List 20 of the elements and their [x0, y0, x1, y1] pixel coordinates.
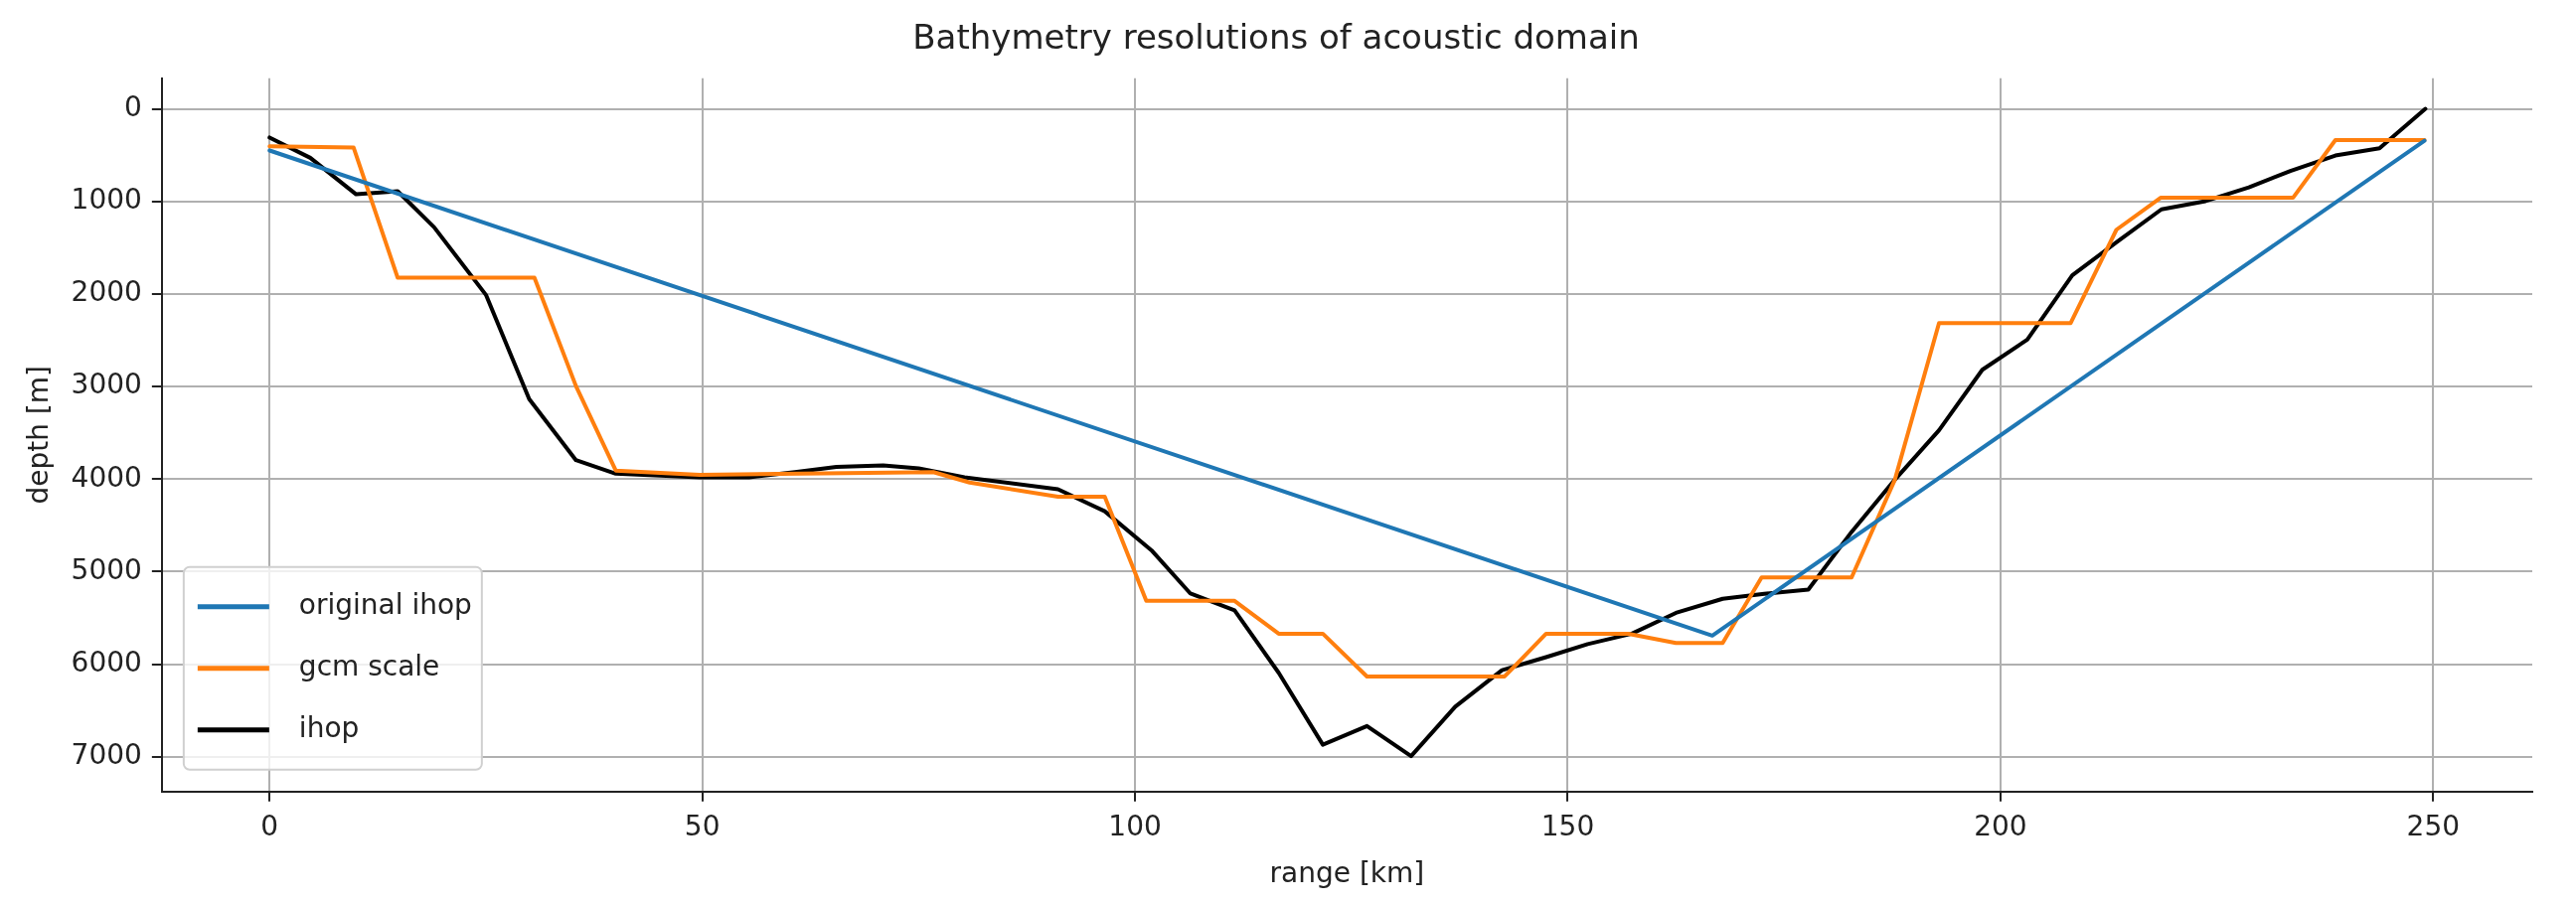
y-tick-label: 6000 — [71, 645, 142, 679]
y-tick-label: 3000 — [71, 368, 142, 401]
y-tick-label: 4000 — [71, 460, 142, 494]
legend-label: ihop — [298, 711, 360, 745]
y-tick-label: 5000 — [71, 552, 142, 586]
chart-title: Bathymetry resolutions of acoustic domain — [912, 17, 1640, 58]
x-tick-label: 50 — [684, 809, 721, 842]
x-tick-label: 200 — [1974, 809, 2027, 842]
legend-label: original ihop — [298, 588, 472, 622]
y-axis-title: depth [m] — [22, 366, 56, 505]
x-tick-label: 0 — [260, 809, 279, 842]
y-tick-label: 7000 — [71, 738, 142, 772]
legend-label: gcm scale — [298, 650, 440, 683]
y-tick-label: 1000 — [71, 183, 142, 217]
x-tick-label: 250 — [2406, 809, 2461, 842]
y-tick-label: 2000 — [71, 275, 142, 309]
x-tick-label: 150 — [1540, 809, 1595, 842]
x-tick-label: 100 — [1108, 809, 1162, 842]
x-axis-title: range [km] — [1269, 856, 1425, 890]
y-tick-label: 0 — [124, 89, 142, 123]
